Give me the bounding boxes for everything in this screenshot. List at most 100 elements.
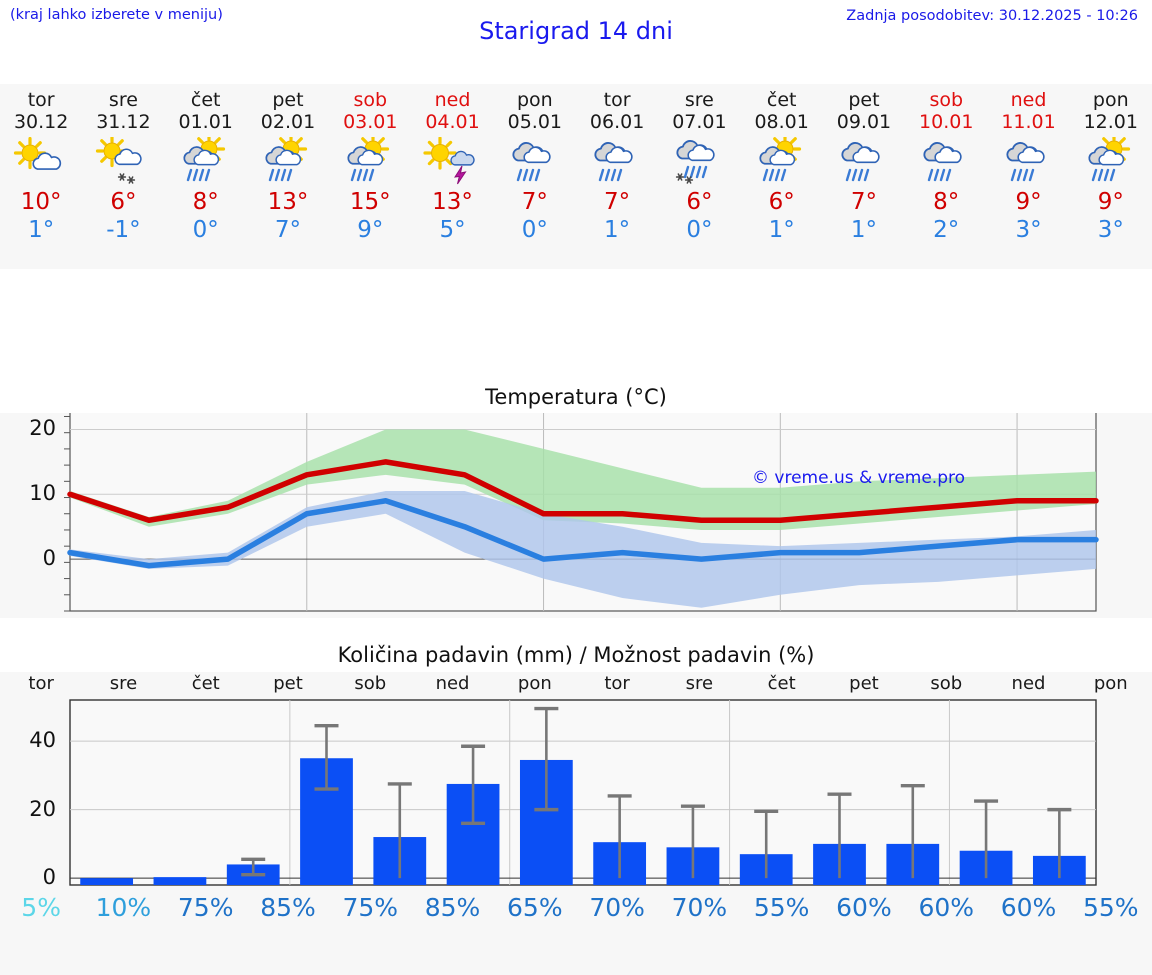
day-max-temp: 7° [521,189,548,215]
precipitation-chart-title: Količina padavin (mm) / Možnost padavin … [0,640,1152,672]
day-date: 02.01 [260,111,316,133]
precipitation-day-label: sob [930,673,963,694]
precipitation-bar [80,878,134,885]
day-name: ned [1010,89,1047,111]
day-date: 12.01 [1083,111,1138,133]
precipitation-probability-label: 60% [1000,893,1057,922]
precipitation-day-label: sre [685,673,714,694]
sun-cloud-icon [10,137,72,185]
last-updated-text: Zadnja posodobitev: 30.12.2025 - 10:26 [846,8,1138,24]
day-column[interactable]: pon 12.01 9° 3° [1070,84,1152,269]
day-date: 03.01 [343,111,398,133]
day-min-temp: 1° [28,217,55,243]
day-column[interactable]: sob 10.01 8° 2° [905,84,987,269]
precipitation-probability-label: 5% [21,893,61,922]
day-date: 08.01 [754,111,809,133]
day-min-temp: 1° [768,217,795,243]
day-column[interactable]: čet 08.01 6° 1° [741,84,823,269]
day-column[interactable]: pet 02.01 13° 7° [247,84,329,269]
precipitation-y-tick: 0 [42,865,56,890]
temperature-y-tick: 10 [29,481,56,506]
day-max-temp: 7° [604,189,631,215]
day-max-temp: 8° [933,189,960,215]
day-name: čet [190,89,221,111]
precipitation-day-label: ned [435,673,470,694]
day-name: tor [603,89,631,111]
day-max-temp: 6° [768,189,795,215]
day-name: čet [766,89,797,111]
precipitation-day-label: tor [604,673,630,694]
copyright-text: © vreme.us & vreme.pro [752,468,966,488]
day-column[interactable]: tor 30.12 10° 1° [0,84,82,269]
page-header: (kraj lahko izberete v meniju) Starigrad… [0,0,1152,80]
day-date: 06.01 [589,111,645,133]
day-min-temp: -1° [106,217,141,243]
sun-cloud-thunder-icon [422,137,484,185]
day-min-temp: 1° [604,217,631,243]
day-max-temp: 9° [1097,189,1124,215]
day-date: 07.01 [672,111,727,133]
day-min-temp: 3° [1015,217,1042,243]
day-max-temp: 13° [432,189,473,215]
day-name: pon [1092,89,1129,111]
temperature-y-tick: 0 [42,546,56,571]
day-date: 31.12 [96,111,151,133]
day-column[interactable]: ned 11.01 9° 3° [987,84,1069,269]
day-column[interactable]: pon 05.01 7° 0° [494,84,576,269]
precipitation-probability-row: 5% 10% 75% 85% 75% 85% 65% 70% 70% 55% 60% 60% 60% 55… [0,893,1152,933]
temperature-y-tick: 20 [29,416,56,441]
day-max-temp: 10° [20,189,62,215]
day-name: sre [108,89,138,111]
temperature-chart-title: Temperatura (°C) [0,383,1152,413]
day-min-temp: 3° [1097,217,1124,243]
day-date: 05.01 [507,111,563,133]
temperature-range-band [70,491,1096,608]
precipitation-plot-svg [69,699,1097,886]
day-column[interactable]: sre 31.12 6° -1° [82,84,164,269]
day-min-temp: 7° [274,217,302,243]
precipitation-probability-label: 75% [177,893,234,922]
temperature-line [67,459,1099,523]
sun-cloud-rain-icon [339,137,401,185]
cloud-rain-icon [586,137,648,185]
precipitation-day-label: tor [28,673,54,694]
day-date: 10.01 [919,111,974,133]
temperature-line [67,498,1099,569]
day-column[interactable]: ned 04.01 13° 5° [411,84,493,269]
precipitation-probability-label: 60% [836,893,892,922]
day-column[interactable]: sre 07.01 6° 0° [658,84,740,269]
cloud-rain-icon [504,137,566,185]
cloud-rain-icon [915,137,977,185]
precipitation-bar [153,877,207,885]
day-column[interactable]: sob 03.01 15° 9° [329,84,411,269]
day-name: pet [272,89,304,111]
precipitation-probability-label: 55% [753,893,810,922]
precipitation-probability-label: 10% [95,893,152,922]
day-column[interactable]: čet 01.01 8° 0° [165,84,247,269]
precipitation-day-labels: tor sre čet pet sob ned pon tor sre čet pet sob ned p… [0,673,1152,699]
day-max-temp: 6° [110,189,137,215]
day-name: sob [929,89,964,111]
precipitation-day-label: ned [1011,673,1046,694]
day-name: ned [434,89,471,111]
precipitation-y-tick: 40 [29,728,56,753]
cloud-rain-snow-icon [668,137,730,185]
day-min-temp: 1° [850,217,878,243]
precipitation-probability-label: 85% [424,893,481,922]
day-name: sob [353,89,388,111]
sun-cloud-rain-icon [175,137,237,185]
day-min-temp: 0° [192,217,219,243]
temperature-plot-svg [64,409,1099,612]
precipitation-chart: Količina padavin (mm) / Možnost padavin … [0,640,1152,975]
menu-hint-text: (kraj lahko izberete v meniju) [10,7,223,23]
day-column[interactable]: tor 06.01 7° 1° [576,84,658,269]
day-name: tor [27,89,55,111]
day-date: 11.01 [1001,111,1056,133]
day-column[interactable]: pet 09.01 7° 1° [823,84,905,269]
precipitation-probability-label: 75% [342,893,399,922]
precipitation-day-label: pet [849,673,879,694]
day-min-temp: 0° [686,217,713,243]
precipitation-day-label: sob [354,673,387,694]
sun-cloud-rain-icon [257,137,319,185]
